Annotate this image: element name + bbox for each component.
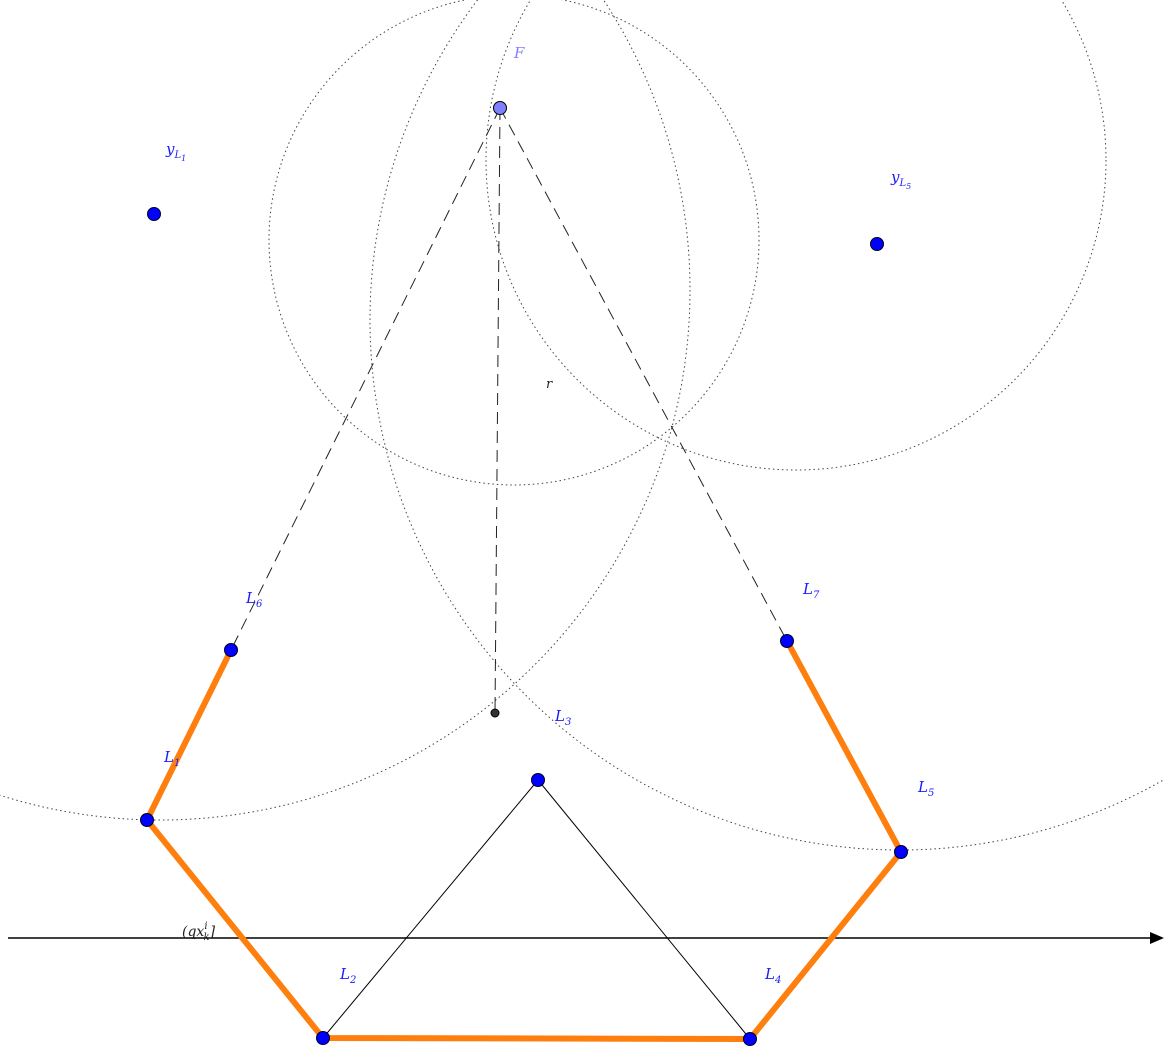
inner-triangle [322, 779, 751, 1040]
label-L7: L7 [802, 580, 820, 601]
label-F: F [513, 44, 525, 62]
orange-path [144, 638, 904, 1042]
point-L1 [140, 813, 154, 827]
label-L1: L1 [163, 748, 180, 769]
label-r: r [546, 377, 553, 392]
axis-arrowhead [1150, 932, 1164, 944]
dashed-ray-F-L7 [499, 107, 788, 642]
dashed-ray-F-L6 [230, 107, 501, 651]
label-L5: L5 [917, 778, 934, 799]
circle-right-top [485, 0, 1107, 471]
dashed-rays [230, 107, 788, 714]
point-yL1 [147, 207, 161, 221]
labels: F r yL1 yL5 L6 L7 L3 L1 L5 L2 L4 (qxi k] [163, 44, 934, 986]
triangle-edge-right [537, 779, 751, 1040]
dashed-ray-F-L3 [494, 107, 501, 714]
circle-left [0, 0, 691, 821]
orange-polyline [144, 638, 904, 1042]
point-L7 [780, 634, 794, 648]
label-yL1: yL1 [165, 140, 186, 163]
circle-right [369, 0, 1164, 851]
horizontal-axis [8, 932, 1164, 944]
label-L4: L4 [764, 965, 781, 986]
circle-around-F [268, 0, 760, 486]
dotted-circles [0, 0, 1164, 851]
points [140, 101, 908, 1046]
point-L6 [224, 643, 238, 657]
point-L4 [743, 1032, 757, 1046]
triangle-edge-left [322, 779, 539, 1039]
point-L5 [894, 845, 908, 859]
point-L2 [316, 1031, 330, 1045]
label-L3: L3 [554, 707, 571, 728]
point-yL5 [870, 237, 884, 251]
label-axis: (qxi k] [182, 921, 216, 943]
point-L3 [490, 708, 500, 718]
label-yL5: yL5 [890, 168, 911, 191]
label-L2: L2 [339, 965, 356, 986]
point-apex [531, 773, 545, 787]
label-L6: L6 [245, 589, 263, 610]
point-F [493, 101, 507, 115]
